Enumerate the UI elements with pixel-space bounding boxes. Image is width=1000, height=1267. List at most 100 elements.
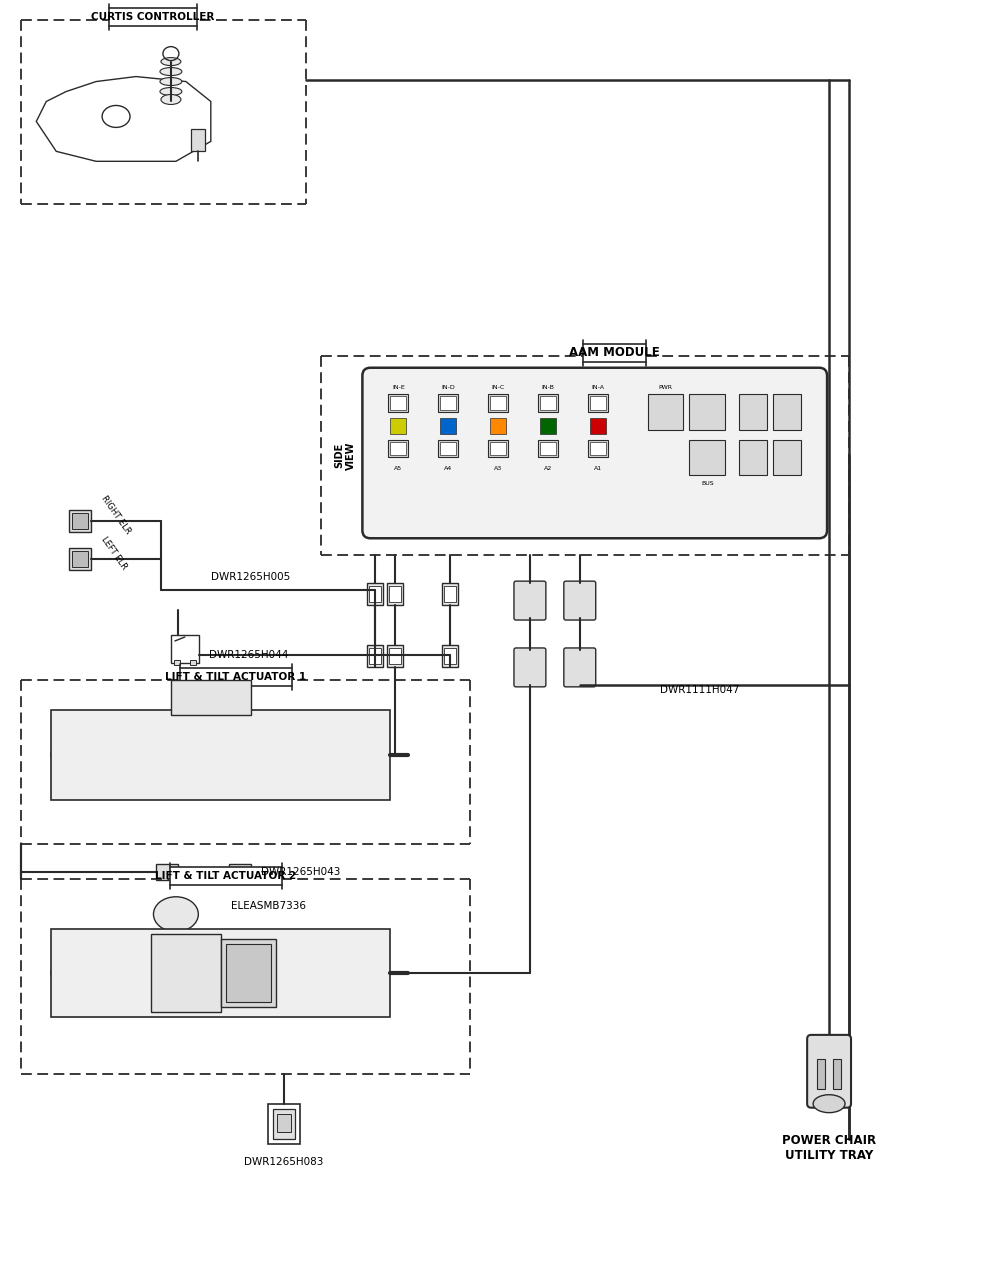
Bar xyxy=(648,394,683,430)
Bar xyxy=(739,440,767,475)
Bar xyxy=(490,395,506,409)
Circle shape xyxy=(356,957,388,990)
Bar xyxy=(440,395,456,409)
Bar xyxy=(72,513,88,530)
FancyBboxPatch shape xyxy=(564,647,596,687)
Text: POWER CHAIR
UTILITY TRAY: POWER CHAIR UTILITY TRAY xyxy=(782,1134,876,1162)
Bar xyxy=(538,440,558,457)
Bar xyxy=(590,395,606,409)
Ellipse shape xyxy=(813,1095,845,1112)
Bar xyxy=(540,418,556,433)
Text: DWR1265H043: DWR1265H043 xyxy=(261,868,340,877)
Text: SIDE
VIEW: SIDE VIEW xyxy=(335,441,356,470)
Bar xyxy=(590,441,606,456)
Bar xyxy=(588,440,608,457)
Bar xyxy=(390,441,406,456)
Bar xyxy=(488,394,508,412)
Text: LIFT & TILT ACTUATOR 2: LIFT & TILT ACTUATOR 2 xyxy=(155,872,296,882)
Text: IN-A: IN-A xyxy=(591,385,604,390)
Bar xyxy=(438,440,458,457)
FancyBboxPatch shape xyxy=(564,582,596,620)
FancyBboxPatch shape xyxy=(807,1035,851,1107)
Bar xyxy=(387,583,403,606)
Bar xyxy=(689,394,725,430)
Ellipse shape xyxy=(160,67,182,76)
Bar xyxy=(440,441,456,456)
Bar xyxy=(171,680,251,715)
Ellipse shape xyxy=(153,897,198,931)
Circle shape xyxy=(356,739,388,770)
Bar xyxy=(273,1109,295,1139)
Bar xyxy=(190,660,196,665)
Bar xyxy=(390,418,406,433)
Bar xyxy=(444,587,456,602)
Text: PWR: PWR xyxy=(659,385,673,390)
Circle shape xyxy=(51,955,87,991)
Circle shape xyxy=(51,736,87,773)
Text: A3: A3 xyxy=(494,466,502,471)
Bar xyxy=(490,418,506,433)
Bar xyxy=(367,583,383,606)
FancyBboxPatch shape xyxy=(514,647,546,687)
Bar xyxy=(817,1059,825,1088)
Ellipse shape xyxy=(183,697,238,742)
Bar xyxy=(367,645,383,666)
Bar xyxy=(583,343,646,362)
Text: IN-B: IN-B xyxy=(541,385,554,390)
Bar xyxy=(369,587,381,602)
Text: LIFT & TILT ACTUATOR 1: LIFT & TILT ACTUATOR 1 xyxy=(165,672,306,682)
Bar xyxy=(369,647,381,664)
Bar xyxy=(590,418,606,433)
Bar xyxy=(229,864,251,881)
Bar xyxy=(739,394,767,430)
Bar xyxy=(268,1104,300,1144)
Bar xyxy=(388,394,408,412)
Text: BUS: BUS xyxy=(701,481,714,487)
Text: DWR1265H005: DWR1265H005 xyxy=(211,573,290,582)
Ellipse shape xyxy=(160,87,182,95)
FancyBboxPatch shape xyxy=(514,582,546,620)
Bar xyxy=(170,868,282,886)
Bar xyxy=(833,1059,841,1088)
Bar xyxy=(490,441,506,456)
Bar xyxy=(390,395,406,409)
Text: A1: A1 xyxy=(594,466,602,471)
Bar xyxy=(588,394,608,412)
Bar xyxy=(773,394,801,430)
Bar xyxy=(51,710,390,799)
Bar xyxy=(442,645,458,666)
Bar xyxy=(221,939,276,1007)
Ellipse shape xyxy=(161,57,181,66)
Bar xyxy=(156,864,178,881)
Bar xyxy=(171,635,199,663)
Bar xyxy=(444,647,456,664)
Bar xyxy=(72,551,88,568)
Ellipse shape xyxy=(161,95,181,104)
Bar xyxy=(538,394,558,412)
Text: RIGHT ELR: RIGHT ELR xyxy=(99,494,132,536)
Ellipse shape xyxy=(160,77,182,86)
Bar xyxy=(389,587,401,602)
Text: DWR1265H044: DWR1265H044 xyxy=(209,650,288,660)
Bar xyxy=(438,394,458,412)
Bar xyxy=(689,440,725,475)
Text: DWR1111H047: DWR1111H047 xyxy=(660,685,739,694)
Bar xyxy=(440,418,456,433)
Bar xyxy=(69,511,91,532)
Text: LEFT ELR: LEFT ELR xyxy=(99,535,128,571)
Bar xyxy=(226,944,271,1002)
Bar xyxy=(773,440,801,475)
Text: CURTIS CONTROLLER: CURTIS CONTROLLER xyxy=(91,11,215,22)
Text: AAM MODULE: AAM MODULE xyxy=(569,346,660,360)
Text: ELEASMB7336: ELEASMB7336 xyxy=(231,901,306,911)
Bar xyxy=(109,8,197,25)
Bar xyxy=(191,129,205,151)
Text: IN-E: IN-E xyxy=(392,385,405,390)
Bar xyxy=(51,929,390,1017)
Bar xyxy=(488,440,508,457)
Text: A2: A2 xyxy=(544,466,552,471)
Bar xyxy=(174,660,180,665)
FancyBboxPatch shape xyxy=(362,367,827,538)
Bar xyxy=(151,934,221,1012)
Bar xyxy=(540,395,556,409)
